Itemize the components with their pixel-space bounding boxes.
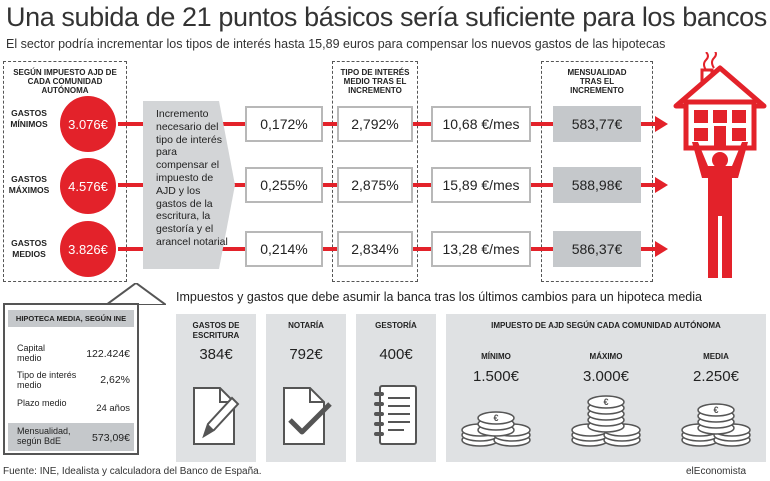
arrow-head-maximos [655,177,668,193]
cost-value-notaria: 792€ [289,346,323,363]
ajd-column-box [3,61,127,282]
rate-column-box [332,61,418,282]
ajd-box-title: IMPUESTO DE AJD SEGÚN CADA COMUNIDAD AUT… [491,321,721,330]
page-title: Una subida de 21 puntos básicos sería su… [6,2,767,32]
arrow-head-minimos [655,116,668,132]
svg-text:€: € [603,397,608,407]
cost-value-gestoria: 400€ [379,346,413,363]
row-label-medios: GASTOS MEDIOS [11,238,47,259]
monthly-increase-medios: 13,28 €/mes [431,231,531,267]
cost-label-gestoria: GESTORÍA [375,321,417,330]
cost-label-notaria: NOTARÍA [288,321,324,330]
payment-value-medios: 586,37€ [553,231,641,267]
amount-circle-maximos: 4.576€ [60,158,116,214]
checkmark-document-icon [283,387,332,445]
ajd-label-maximo: MÁXIMO [589,352,623,361]
coins-stack-icon: € [571,395,641,447]
amount-circle-medios: 3.826€ [60,221,116,277]
ajd-column-header: SEGÚN IMPUESTO AJD DE CADA COMUNIDAD AUT… [13,68,117,96]
mortgage-label-capital: Capital medio [17,343,46,364]
svg-text:€: € [713,405,718,415]
brand-label: elEconomista [686,466,747,477]
mortgage-value-payment: 573,09€ [92,432,130,444]
rate-value-minimos: 2,792% [337,106,413,142]
house-person-icon [673,52,767,278]
mortgage-label-payment: Mensualidad, según BdE [17,426,71,447]
arrow-head-medios [655,241,668,257]
mortgage-label-term: Plazo medio [17,398,67,408]
amount-circle-minimos: 3.076€ [60,96,116,152]
ajd-value-media: 2.250€ [693,368,739,385]
ajd-value-maximo: 3.000€ [583,368,629,385]
costs-section-title: Impuestos y gastos que debe asumir la ba… [176,290,702,304]
payment-column-header: MENSUALIDAD TRAS EL INCREMENTO [567,68,627,96]
increment-value-minimos: 0,172% [245,106,323,142]
pencil-document-icon [193,387,240,445]
rate-value-medios: 2,834% [337,231,413,267]
ajd-value-minimo: 1.500€ [473,368,519,385]
coins-stack-icon: € [681,403,751,447]
mortgage-value-rate: 2,62% [100,374,130,386]
page-subtitle: El sector podría incrementar los tipos d… [6,37,666,51]
increment-value-medios: 0,214% [245,231,323,267]
mortgage-value-capital: 122.424€ [86,348,130,360]
payment-column-box [541,61,653,282]
increment-note-shape [143,101,235,269]
cost-value-escritura: 384€ [199,346,233,363]
payment-value-maximos: 588,98€ [553,167,641,203]
row-label-maximos: GASTOS MÁXIMOS [8,174,50,195]
monthly-increase-minimos: 10,68 €/mes [431,106,531,142]
payment-value-minimos: 583,77€ [553,106,641,142]
source-note: Fuente: INE, Idealista y calculadora del… [3,466,262,477]
rate-column-header: TIPO DE INTERÉS MEDIO TRAS EL INCREMENTO [340,68,410,96]
row-label-minimos: GASTOS MÍNIMOS [10,108,48,129]
mortgage-panel-title: HIPOTECA MEDIA, SEGÚN INE [8,310,134,327]
cost-label-escritura: GASTOS DE ESCRITURA [192,321,240,340]
mortgage-label-rate: Tipo de interés medio [17,370,77,391]
ajd-label-minimo: MÍNIMO [481,352,511,361]
coins-stack-icon: € [461,411,531,447]
monthly-increase-maximos: 15,89 €/mes [431,167,531,203]
increment-note: Incremento necesario del tipo de interés… [156,108,228,248]
notebook-icon [374,385,417,445]
mortgage-value-term: 24 años [96,403,130,414]
rate-value-maximos: 2,875% [337,167,413,203]
mortgage-row-payment-bg [8,423,134,451]
svg-text:€: € [493,413,498,423]
panel-pointer [106,283,166,305]
ajd-label-media: MEDIA [703,352,729,361]
increment-value-maximos: 0,255% [245,167,323,203]
